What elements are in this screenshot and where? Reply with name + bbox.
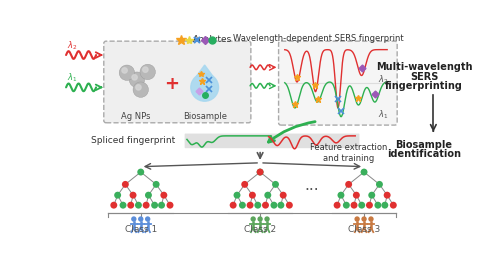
- Circle shape: [239, 202, 246, 209]
- Circle shape: [278, 202, 284, 209]
- Circle shape: [286, 202, 293, 209]
- Circle shape: [264, 216, 270, 222]
- Circle shape: [138, 169, 144, 176]
- Text: Class 2: Class 2: [244, 225, 276, 234]
- Text: SERS: SERS: [410, 72, 438, 82]
- Text: $\lambda_2$: $\lambda_2$: [67, 40, 78, 52]
- Circle shape: [250, 216, 256, 222]
- Circle shape: [338, 192, 344, 199]
- Circle shape: [241, 181, 248, 188]
- Circle shape: [254, 202, 262, 209]
- Circle shape: [230, 202, 236, 209]
- Circle shape: [256, 169, 264, 176]
- Circle shape: [264, 192, 272, 199]
- Circle shape: [249, 192, 256, 199]
- Circle shape: [151, 202, 158, 209]
- Circle shape: [343, 202, 350, 209]
- Circle shape: [366, 202, 373, 209]
- Circle shape: [270, 202, 278, 209]
- Circle shape: [158, 202, 165, 209]
- Circle shape: [256, 169, 264, 176]
- Circle shape: [128, 202, 134, 209]
- Circle shape: [136, 85, 141, 90]
- Circle shape: [145, 216, 150, 222]
- Circle shape: [135, 202, 142, 209]
- Polygon shape: [196, 65, 213, 77]
- Circle shape: [129, 72, 144, 87]
- Circle shape: [334, 202, 340, 209]
- Circle shape: [166, 202, 173, 209]
- Text: +: +: [164, 75, 179, 93]
- Circle shape: [246, 202, 254, 209]
- Circle shape: [368, 192, 375, 199]
- Circle shape: [234, 192, 240, 199]
- Circle shape: [374, 202, 382, 209]
- Circle shape: [130, 192, 136, 199]
- Circle shape: [131, 216, 136, 222]
- Text: Wavelength-dependent SERS fingerprint: Wavelength-dependent SERS fingerprint: [232, 34, 403, 43]
- Circle shape: [262, 202, 269, 209]
- Circle shape: [132, 75, 138, 80]
- Circle shape: [142, 67, 148, 72]
- Circle shape: [140, 64, 156, 80]
- Circle shape: [114, 192, 121, 199]
- Circle shape: [345, 181, 352, 188]
- FancyBboxPatch shape: [104, 41, 251, 123]
- Circle shape: [382, 202, 388, 209]
- Circle shape: [142, 202, 150, 209]
- Text: Analytes: Analytes: [192, 35, 232, 44]
- Circle shape: [122, 181, 129, 188]
- Circle shape: [110, 202, 117, 209]
- Text: Biosample: Biosample: [182, 112, 226, 121]
- Text: fingerprinting: fingerprinting: [385, 81, 463, 91]
- Circle shape: [390, 202, 397, 209]
- Text: Spliced fingerprint: Spliced fingerprint: [91, 136, 176, 145]
- Text: Class 3: Class 3: [348, 225, 380, 234]
- Circle shape: [354, 216, 360, 222]
- Circle shape: [368, 216, 374, 222]
- Circle shape: [358, 202, 365, 209]
- Circle shape: [145, 192, 152, 199]
- Circle shape: [119, 65, 134, 80]
- Circle shape: [280, 192, 286, 199]
- Text: $\lambda_2$: $\lambda_2$: [378, 73, 388, 86]
- Circle shape: [120, 202, 126, 209]
- Circle shape: [353, 192, 360, 199]
- Circle shape: [160, 192, 168, 199]
- Text: Multi-wavelength: Multi-wavelength: [376, 61, 472, 72]
- Circle shape: [152, 181, 160, 188]
- Text: Ag NPs: Ag NPs: [120, 112, 150, 121]
- Circle shape: [376, 181, 383, 188]
- Text: ...: ...: [304, 178, 319, 193]
- Circle shape: [384, 192, 390, 199]
- Circle shape: [272, 181, 279, 188]
- Text: $\lambda_1$: $\lambda_1$: [378, 109, 388, 121]
- FancyBboxPatch shape: [278, 41, 397, 125]
- Circle shape: [191, 73, 218, 101]
- Circle shape: [360, 169, 368, 176]
- Circle shape: [138, 216, 143, 222]
- Text: identification: identification: [387, 149, 461, 159]
- Circle shape: [362, 216, 366, 222]
- Circle shape: [350, 202, 358, 209]
- Circle shape: [258, 216, 263, 222]
- Text: $\lambda_1$: $\lambda_1$: [67, 72, 78, 84]
- Text: Biosample: Biosample: [396, 140, 452, 150]
- FancyBboxPatch shape: [184, 134, 360, 148]
- Text: Class 1: Class 1: [124, 225, 157, 234]
- Circle shape: [122, 68, 128, 73]
- Text: Feature extraction
and training: Feature extraction and training: [310, 143, 388, 163]
- Circle shape: [133, 82, 148, 97]
